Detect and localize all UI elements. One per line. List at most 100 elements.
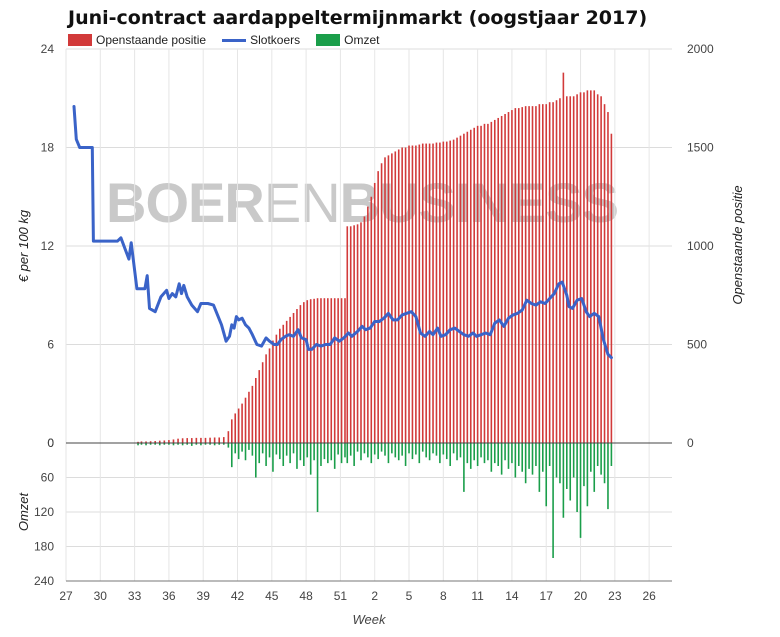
volume-bar [514, 443, 517, 478]
volume-bar [316, 443, 319, 512]
open-interest-bar [333, 298, 336, 443]
x-tick-label: 51 [334, 589, 348, 603]
volume-bar [320, 443, 322, 466]
open-interest-bar [296, 309, 298, 443]
open-interest-bar [463, 133, 465, 443]
volume-bar [265, 443, 267, 466]
volume-bar [480, 443, 482, 458]
y-right-axis-title: Openstaande positie [730, 185, 745, 304]
volume-bar [404, 443, 407, 466]
open-interest-bar [579, 92, 582, 443]
open-interest-bar [244, 397, 247, 443]
x-tick-label: 48 [299, 589, 313, 603]
volume-bar [566, 443, 568, 489]
x-tick-label: 2 [371, 589, 378, 603]
open-interest-bar [190, 438, 193, 443]
open-interest-bar [255, 377, 257, 443]
open-interest-bar [521, 107, 524, 444]
volume-bar [545, 443, 548, 507]
y-right-tick-label: 500 [687, 338, 707, 352]
open-interest-bar [200, 437, 202, 443]
volume-bar [524, 443, 527, 484]
legend-swatch-close [222, 38, 247, 42]
volume-bar [476, 443, 479, 466]
volume-bar [330, 443, 333, 461]
y-bottom-axis-title: Omzet [16, 491, 31, 531]
y-right-tick-label: 2000 [687, 42, 714, 56]
open-interest-bar [418, 144, 421, 444]
volume-bar [603, 443, 606, 484]
y-bottom-tick-label: 0 [47, 436, 54, 450]
open-interest-bar [209, 437, 211, 443]
open-interest-bar [168, 440, 170, 443]
volume-bar [411, 443, 414, 460]
open-interest-bar [145, 441, 147, 443]
volume-bar [213, 443, 216, 446]
open-interest-bar [248, 391, 250, 443]
close-price-line [72, 105, 613, 360]
volume-bar [397, 443, 400, 461]
volume-bar [344, 443, 346, 458]
volume-bar [340, 443, 343, 464]
legend: Openstaande positie Slotkoers Omzet [68, 33, 379, 47]
open-interest-bar [473, 127, 475, 444]
open-interest-bar [415, 145, 417, 443]
volume-bar [569, 443, 572, 501]
volume-bar [337, 443, 339, 455]
volume-bar [572, 443, 575, 478]
volume-bar [177, 443, 179, 445]
volume-bar [528, 443, 530, 469]
volume-bar [373, 443, 376, 455]
open-interest-bar [607, 112, 609, 443]
watermark: BOERENBUSINESS [106, 171, 619, 234]
volume-bar [384, 443, 386, 456]
open-interest-bar [490, 121, 493, 443]
open-interest-bar [137, 441, 139, 443]
open-interest-bar [172, 439, 175, 443]
volume-bar [255, 443, 257, 478]
open-interest-bar [261, 362, 264, 443]
volume-bar [432, 443, 434, 454]
volume-bar [517, 443, 520, 466]
volume-bar [370, 443, 373, 464]
volume-bar [285, 443, 288, 456]
volume-bar [149, 443, 152, 445]
open-interest-bar [600, 96, 602, 443]
x-tick-label: 33 [128, 589, 142, 603]
volume-bar [391, 443, 393, 454]
open-interest-bar [524, 106, 527, 443]
volume-bar [360, 443, 362, 461]
open-interest-bar [476, 125, 479, 443]
volume-bar [483, 443, 486, 464]
volume-bar [428, 443, 431, 461]
volume-bar [497, 443, 500, 466]
open-interest-bar [272, 340, 274, 443]
volume-bar [292, 443, 295, 454]
open-interest-bar [316, 298, 319, 443]
y-left-axis-title: € per 100 kg [16, 209, 31, 282]
open-interest-bar [459, 135, 462, 443]
legend-item-close[interactable]: Slotkoers [222, 33, 300, 47]
open-interest-bar [299, 305, 302, 443]
open-interest-bar [555, 100, 558, 443]
open-interest-bar [425, 143, 427, 443]
y-bottom-tick-label: 240 [34, 574, 54, 588]
legend-item-open-interest[interactable]: Openstaande positie [68, 33, 206, 47]
open-interest-bar [377, 171, 379, 443]
volume-bar [168, 443, 170, 445]
legend-item-volume[interactable]: Omzet [316, 33, 379, 47]
volume-bar [449, 443, 451, 466]
volume-bar [555, 443, 558, 478]
open-interest-bar [292, 312, 295, 443]
open-interest-bar [511, 110, 513, 443]
volume-bar [531, 443, 534, 475]
volume-bar [521, 443, 524, 472]
x-tick-label: 26 [642, 589, 656, 603]
open-interest-bar [309, 299, 312, 443]
open-interest-bar [411, 145, 414, 443]
open-interest-bar [158, 440, 161, 443]
volume-bar [282, 443, 285, 466]
volume-bar [435, 443, 438, 456]
y-left-tick-label: 24 [41, 42, 55, 56]
